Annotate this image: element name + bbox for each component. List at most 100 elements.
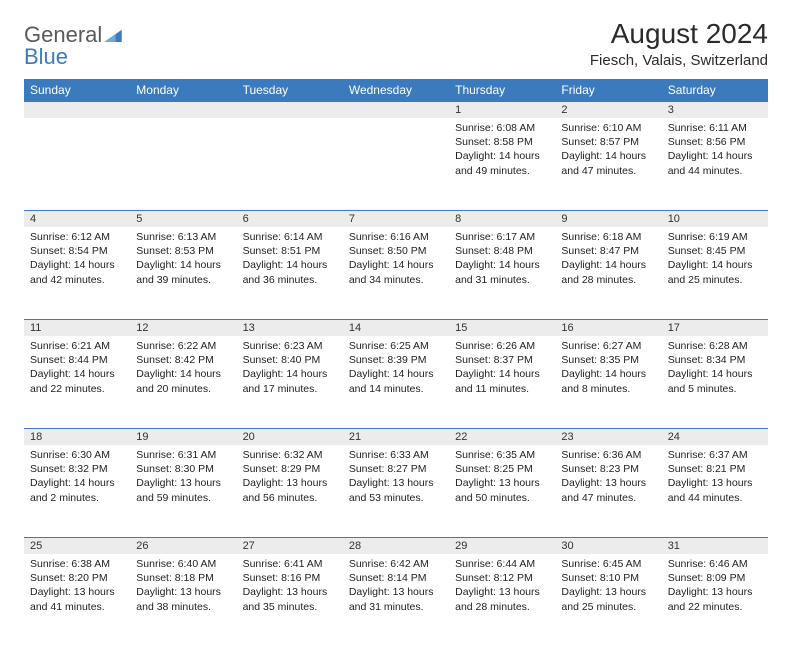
day-27-ss: Sunset: 8:16 PM bbox=[243, 571, 337, 585]
day-2-ss: Sunset: 8:57 PM bbox=[561, 135, 655, 149]
week-3-numbers: 18192021222324 bbox=[24, 428, 768, 445]
day-8-ss: Sunset: 8:48 PM bbox=[455, 244, 549, 258]
title-block: August 2024 Fiesch, Valais, Switzerland bbox=[590, 18, 768, 69]
day-cell-3: Sunrise: 6:11 AMSunset: 8:56 PMDaylight:… bbox=[662, 118, 768, 210]
day-17-d2: and 5 minutes. bbox=[668, 382, 762, 396]
day-cell-29: Sunrise: 6:44 AMSunset: 8:12 PMDaylight:… bbox=[449, 554, 555, 646]
day-number-27: 27 bbox=[237, 537, 343, 554]
day-number-24: 24 bbox=[662, 428, 768, 445]
day-4-d2: and 42 minutes. bbox=[30, 273, 124, 287]
day-30-ss: Sunset: 8:10 PM bbox=[561, 571, 655, 585]
week-1-content: Sunrise: 6:12 AMSunset: 8:54 PMDaylight:… bbox=[24, 227, 768, 319]
day-21-ss: Sunset: 8:27 PM bbox=[349, 462, 443, 476]
day-number-3: 3 bbox=[662, 101, 768, 118]
weekday-tuesday: Tuesday bbox=[237, 79, 343, 101]
day-number-14: 14 bbox=[343, 319, 449, 336]
day-cell-7: Sunrise: 6:16 AMSunset: 8:50 PMDaylight:… bbox=[343, 227, 449, 319]
day-number-empty bbox=[24, 101, 130, 118]
day-content-25: Sunrise: 6:38 AMSunset: 8:20 PMDaylight:… bbox=[24, 554, 130, 620]
day-7-d1: Daylight: 14 hours bbox=[349, 258, 443, 272]
day-cell-26: Sunrise: 6:40 AMSunset: 8:18 PMDaylight:… bbox=[130, 554, 236, 646]
day-29-ss: Sunset: 8:12 PM bbox=[455, 571, 549, 585]
day-1-sr: Sunrise: 6:08 AM bbox=[455, 121, 549, 135]
day-15-ss: Sunset: 8:37 PM bbox=[455, 353, 549, 367]
day-4-d1: Daylight: 14 hours bbox=[30, 258, 124, 272]
day-cell-empty bbox=[24, 118, 130, 210]
day-cell-31: Sunrise: 6:46 AMSunset: 8:09 PMDaylight:… bbox=[662, 554, 768, 646]
day-cell-5: Sunrise: 6:13 AMSunset: 8:53 PMDaylight:… bbox=[130, 227, 236, 319]
day-4-ss: Sunset: 8:54 PM bbox=[30, 244, 124, 258]
day-18-ss: Sunset: 8:32 PM bbox=[30, 462, 124, 476]
day-26-sr: Sunrise: 6:40 AM bbox=[136, 557, 230, 571]
calendar-head: SundayMondayTuesdayWednesdayThursdayFrid… bbox=[24, 79, 768, 101]
day-20-ss: Sunset: 8:29 PM bbox=[243, 462, 337, 476]
day-cell-11: Sunrise: 6:21 AMSunset: 8:44 PMDaylight:… bbox=[24, 336, 130, 428]
day-5-ss: Sunset: 8:53 PM bbox=[136, 244, 230, 258]
day-26-ss: Sunset: 8:18 PM bbox=[136, 571, 230, 585]
day-number-empty bbox=[130, 101, 236, 118]
day-7-sr: Sunrise: 6:16 AM bbox=[349, 230, 443, 244]
day-cell-20: Sunrise: 6:32 AMSunset: 8:29 PMDaylight:… bbox=[237, 445, 343, 537]
day-17-sr: Sunrise: 6:28 AM bbox=[668, 339, 762, 353]
day-content-21: Sunrise: 6:33 AMSunset: 8:27 PMDaylight:… bbox=[343, 445, 449, 511]
header: GeneralBlue August 2024 Fiesch, Valais, … bbox=[24, 18, 768, 69]
day-number-23: 23 bbox=[555, 428, 661, 445]
day-5-d2: and 39 minutes. bbox=[136, 273, 230, 287]
day-cell-12: Sunrise: 6:22 AMSunset: 8:42 PMDaylight:… bbox=[130, 336, 236, 428]
day-2-d2: and 47 minutes. bbox=[561, 164, 655, 178]
day-cell-13: Sunrise: 6:23 AMSunset: 8:40 PMDaylight:… bbox=[237, 336, 343, 428]
day-21-d1: Daylight: 13 hours bbox=[349, 476, 443, 490]
day-22-d1: Daylight: 13 hours bbox=[455, 476, 549, 490]
day-content-19: Sunrise: 6:31 AMSunset: 8:30 PMDaylight:… bbox=[130, 445, 236, 511]
day-18-d2: and 2 minutes. bbox=[30, 491, 124, 505]
day-13-d2: and 17 minutes. bbox=[243, 382, 337, 396]
day-content-12: Sunrise: 6:22 AMSunset: 8:42 PMDaylight:… bbox=[130, 336, 236, 402]
day-number-15: 15 bbox=[449, 319, 555, 336]
day-number-11: 11 bbox=[24, 319, 130, 336]
day-26-d1: Daylight: 13 hours bbox=[136, 585, 230, 599]
day-cell-16: Sunrise: 6:27 AMSunset: 8:35 PMDaylight:… bbox=[555, 336, 661, 428]
day-content-11: Sunrise: 6:21 AMSunset: 8:44 PMDaylight:… bbox=[24, 336, 130, 402]
day-cell-28: Sunrise: 6:42 AMSunset: 8:14 PMDaylight:… bbox=[343, 554, 449, 646]
day-14-sr: Sunrise: 6:25 AM bbox=[349, 339, 443, 353]
day-31-sr: Sunrise: 6:46 AM bbox=[668, 557, 762, 571]
weekday-row: SundayMondayTuesdayWednesdayThursdayFrid… bbox=[24, 79, 768, 101]
day-30-d1: Daylight: 13 hours bbox=[561, 585, 655, 599]
day-number-9: 9 bbox=[555, 210, 661, 227]
day-number-1: 1 bbox=[449, 101, 555, 118]
day-3-d1: Daylight: 14 hours bbox=[668, 149, 762, 163]
day-16-d1: Daylight: 14 hours bbox=[561, 367, 655, 381]
day-22-ss: Sunset: 8:25 PM bbox=[455, 462, 549, 476]
day-number-26: 26 bbox=[130, 537, 236, 554]
day-cell-empty bbox=[237, 118, 343, 210]
day-number-13: 13 bbox=[237, 319, 343, 336]
day-number-30: 30 bbox=[555, 537, 661, 554]
day-17-d1: Daylight: 14 hours bbox=[668, 367, 762, 381]
day-2-sr: Sunrise: 6:10 AM bbox=[561, 121, 655, 135]
day-14-ss: Sunset: 8:39 PM bbox=[349, 353, 443, 367]
day-11-ss: Sunset: 8:44 PM bbox=[30, 353, 124, 367]
day-content-17: Sunrise: 6:28 AMSunset: 8:34 PMDaylight:… bbox=[662, 336, 768, 402]
week-4-content: Sunrise: 6:38 AMSunset: 8:20 PMDaylight:… bbox=[24, 554, 768, 646]
day-cell-25: Sunrise: 6:38 AMSunset: 8:20 PMDaylight:… bbox=[24, 554, 130, 646]
day-number-25: 25 bbox=[24, 537, 130, 554]
day-cell-27: Sunrise: 6:41 AMSunset: 8:16 PMDaylight:… bbox=[237, 554, 343, 646]
day-3-d2: and 44 minutes. bbox=[668, 164, 762, 178]
day-number-2: 2 bbox=[555, 101, 661, 118]
day-11-d1: Daylight: 14 hours bbox=[30, 367, 124, 381]
weekday-monday: Monday bbox=[130, 79, 236, 101]
day-1-ss: Sunset: 8:58 PM bbox=[455, 135, 549, 149]
day-7-ss: Sunset: 8:50 PM bbox=[349, 244, 443, 258]
day-content-8: Sunrise: 6:17 AMSunset: 8:48 PMDaylight:… bbox=[449, 227, 555, 293]
day-21-d2: and 53 minutes. bbox=[349, 491, 443, 505]
day-number-empty bbox=[343, 101, 449, 118]
day-25-sr: Sunrise: 6:38 AM bbox=[30, 557, 124, 571]
day-31-ss: Sunset: 8:09 PM bbox=[668, 571, 762, 585]
day-cell-10: Sunrise: 6:19 AMSunset: 8:45 PMDaylight:… bbox=[662, 227, 768, 319]
day-cell-empty bbox=[343, 118, 449, 210]
week-1-numbers: 45678910 bbox=[24, 210, 768, 227]
day-20-d1: Daylight: 13 hours bbox=[243, 476, 337, 490]
day-cell-21: Sunrise: 6:33 AMSunset: 8:27 PMDaylight:… bbox=[343, 445, 449, 537]
day-17-ss: Sunset: 8:34 PM bbox=[668, 353, 762, 367]
day-31-d1: Daylight: 13 hours bbox=[668, 585, 762, 599]
